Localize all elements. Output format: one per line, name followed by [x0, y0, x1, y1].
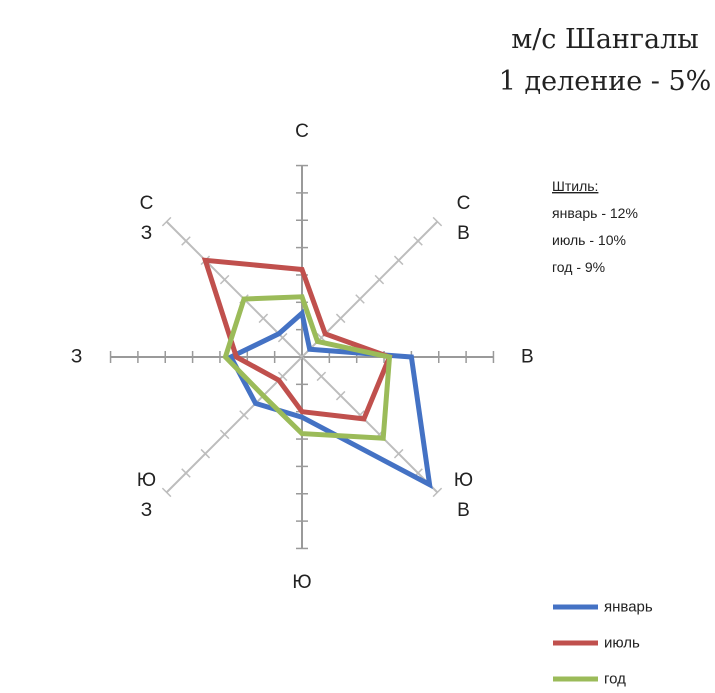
axis-tick — [181, 236, 191, 246]
axis-tick — [277, 332, 288, 343]
axis-tick — [335, 313, 346, 324]
series-line-июль — [201, 257, 393, 422]
axis-tick — [200, 448, 211, 459]
axis-tick — [277, 371, 288, 382]
axis-tick — [393, 255, 404, 266]
chart-subtitle: 1 деление - 5% — [499, 66, 712, 97]
calm-item: год - 9% — [552, 259, 605, 275]
axis-tick — [432, 216, 443, 227]
axis-tick — [355, 294, 365, 304]
legend-label: год — [604, 671, 626, 688]
axis-tick — [413, 236, 423, 246]
calm-heading: Штиль: — [552, 178, 598, 194]
axis-tick — [316, 371, 327, 382]
axis-tick — [374, 274, 385, 285]
axis-tick — [219, 274, 230, 285]
direction-label-sw: З — [141, 500, 152, 521]
calm-box: Штиль: январь - 12% июль - 10% год - 9% — [552, 178, 638, 275]
direction-label-w: З — [71, 347, 82, 368]
direction-label-se: В — [457, 500, 470, 521]
direction-label-ne: С — [457, 193, 471, 214]
direction-label-e: В — [521, 347, 534, 368]
legend-label: июль — [604, 635, 640, 652]
axis-tick — [219, 429, 230, 440]
direction-label-nw: С — [140, 193, 154, 214]
direction-label-se: Ю — [454, 470, 473, 491]
axis-tick — [181, 468, 191, 478]
direction-label-n: С — [295, 121, 309, 142]
legend: январь июль год — [553, 599, 653, 688]
series-line-год — [222, 294, 393, 441]
direction-label-sw: Ю — [137, 470, 156, 491]
chart-title: м/с Шангалы — [511, 24, 699, 55]
axis-tick — [393, 448, 404, 459]
direction-label-ne: В — [457, 223, 470, 244]
series-layer — [201, 257, 433, 490]
axis-line-sw — [165, 356, 303, 494]
calm-item: июль - 10% — [552, 232, 626, 248]
axis-tick — [161, 487, 172, 498]
axis-line-ne — [301, 220, 439, 358]
series-line-январь — [227, 308, 433, 490]
axis-tick — [258, 313, 269, 324]
axis-tick — [239, 410, 249, 420]
calm-item: январь - 12% — [552, 205, 638, 221]
legend-label: январь — [604, 599, 653, 616]
axes — [109, 164, 495, 550]
direction-label-nw: З — [141, 223, 152, 244]
axis-tick — [335, 390, 346, 401]
axis-tick — [432, 487, 443, 498]
direction-label-s: Ю — [292, 572, 311, 593]
axis-tick — [161, 216, 172, 227]
axis-line-se — [301, 356, 439, 494]
